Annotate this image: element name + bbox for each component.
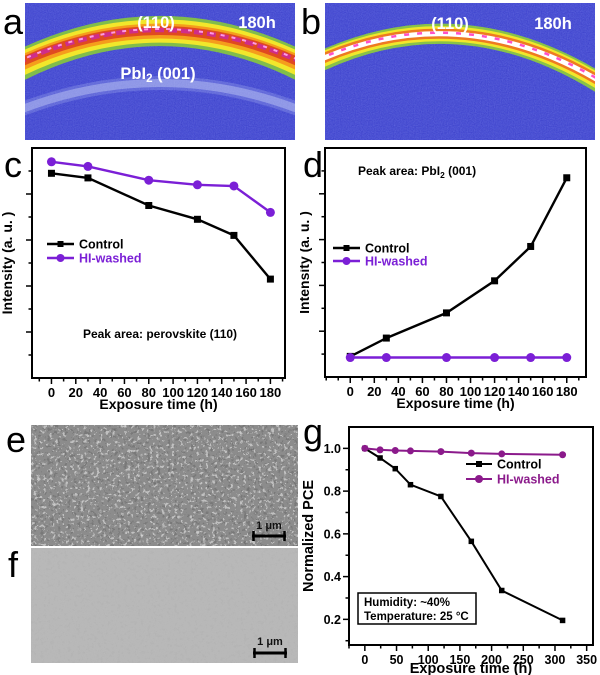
scale-bar-label: 1 μm — [257, 636, 283, 648]
panel-f-sem-image: 1 μm — [31, 548, 298, 663]
svg-text:120: 120 — [187, 385, 209, 400]
svg-text:140: 140 — [508, 384, 530, 399]
x-axis-label: Exposure time (h) — [396, 395, 514, 411]
annotation: Humidity: ~40% Temperature: 25 °C — [357, 592, 477, 625]
y-axis-label: Normalized PCE — [301, 480, 317, 592]
series-hi-washed — [361, 444, 567, 459]
panel-b-time-label: 180h — [534, 15, 572, 33]
axis-ticks — [26, 170, 284, 384]
svg-text:Temperature: 25 °C: Temperature: 25 °C — [364, 611, 469, 623]
legend-label: Control — [497, 458, 541, 472]
y-axis-label: Intensity (a. u. ) — [0, 212, 15, 315]
svg-text:180: 180 — [556, 384, 578, 399]
svg-text:150: 150 — [449, 653, 470, 667]
svg-text:60: 60 — [117, 385, 131, 400]
axis-ticks — [319, 170, 580, 383]
axis-ticks — [343, 447, 588, 651]
svg-text:Peak area: PbI2 (001): Peak area: PbI2 (001) — [358, 164, 476, 180]
scale-bar: 1 μm — [253, 636, 287, 658]
diffraction-arc-110 — [25, 16, 295, 80]
svg-text:300: 300 — [545, 653, 566, 667]
axes — [343, 426, 594, 651]
tick-labels: 0 20 40 60 80 100 120 140 160 180 — [347, 384, 578, 399]
svg-text:0.8: 0.8 — [324, 485, 341, 499]
panel-a-peak-label: (110) — [137, 14, 175, 32]
legend-label: Control — [79, 238, 123, 252]
svg-text:0.6: 0.6 — [324, 527, 341, 541]
panel-f-letter: f — [8, 544, 19, 585]
legend-label: HI-washed — [365, 255, 428, 269]
svg-text:1.0: 1.0 — [324, 442, 341, 456]
axes — [26, 147, 286, 384]
axes — [319, 147, 587, 383]
svg-text:0: 0 — [48, 385, 55, 400]
svg-text:160: 160 — [235, 385, 257, 400]
svg-text:80: 80 — [142, 385, 156, 400]
legend-label: HI-washed — [497, 473, 560, 487]
panel-d-letter: d — [303, 144, 324, 185]
panel-a-time-label: 180h — [238, 14, 276, 32]
svg-text:0: 0 — [347, 384, 354, 399]
svg-text:250: 250 — [513, 653, 534, 667]
series-hi-washed — [46, 157, 275, 217]
svg-text:0.2: 0.2 — [324, 613, 341, 627]
svg-text:0.4: 0.4 — [324, 570, 341, 584]
legend-label: HI-washed — [79, 252, 142, 266]
svg-text:50: 50 — [390, 653, 404, 667]
tick-labels: 0 50 100 150 200 250 300 350 0.2 0.4 0.6 0.8 1.0 — [324, 442, 598, 667]
svg-text:20: 20 — [367, 384, 381, 399]
y-axis-label: Intensity (a. u. ) — [300, 211, 312, 314]
svg-text:60: 60 — [415, 384, 429, 399]
panel-e-letter: e — [6, 419, 27, 460]
annotation: Peak area: PbI2 (001) — [358, 164, 476, 180]
svg-text:40: 40 — [391, 384, 405, 399]
x-axis-label: Exposure time (h) — [99, 396, 217, 412]
scale-bar: 1 μm — [252, 520, 286, 541]
svg-text:160: 160 — [532, 384, 554, 399]
chart-c: 0 20 40 60 80 100 120 140 160 180 ControlHI-washed… — [0, 147, 286, 412]
sem-grain-dark — [31, 548, 298, 663]
svg-text:100: 100 — [162, 385, 184, 400]
panel-b-peak-label: (110) — [431, 15, 469, 33]
chart-g: 0 50 100 150 200 250 300 350 0.2 0.4 0.6 0.8 1.0 Cont… — [301, 426, 598, 675]
svg-text:Peak area: perovskite (110): Peak area: perovskite (110) — [83, 327, 237, 341]
scale-bar-label: 1 μm — [256, 520, 282, 532]
legend-label: Control — [365, 242, 409, 256]
panel-a-letter: a — [3, 1, 24, 42]
chart-d: 0 20 40 60 80 100 120 140 160 180 ControlHI-washed… — [300, 147, 587, 411]
diffraction-arc-110 — [325, 23, 595, 92]
annotation: Peak area: perovskite (110) — [83, 327, 237, 341]
svg-text:100: 100 — [460, 384, 482, 399]
svg-text:200: 200 — [481, 653, 502, 667]
svg-text:100: 100 — [418, 653, 439, 667]
panel-b-xrd-image: (110) 180h — [325, 3, 595, 140]
svg-text:40: 40 — [93, 385, 107, 400]
svg-text:180: 180 — [260, 385, 282, 400]
panel-g-letter: g — [303, 411, 324, 452]
svg-text:20: 20 — [69, 385, 83, 400]
panel-a-xrd-image: (110) 180h PbI2 (001) — [25, 3, 295, 140]
series-control — [47, 169, 274, 283]
panel-a-ring-label: PbI2 (001) — [120, 65, 195, 85]
tick-labels: 0 20 40 60 80 100 120 140 160 180 — [48, 385, 281, 400]
svg-text:120: 120 — [484, 384, 506, 399]
sem-grain-dark — [31, 425, 298, 546]
panel-e-sem-image: 1 μm — [31, 425, 298, 546]
x-axis-label: Exposure time (h) — [410, 661, 533, 675]
svg-text:80: 80 — [439, 384, 453, 399]
svg-text:140: 140 — [211, 385, 233, 400]
pbi2-faint-ring — [25, 76, 295, 116]
series-hi-washed — [345, 353, 572, 363]
panel-b-letter: b — [301, 1, 322, 42]
svg-text:350: 350 — [576, 653, 597, 667]
panel-c-letter: c — [4, 144, 22, 185]
svg-text:Humidity: ~40%: Humidity: ~40% — [364, 597, 450, 609]
svg-text:0: 0 — [361, 653, 368, 667]
